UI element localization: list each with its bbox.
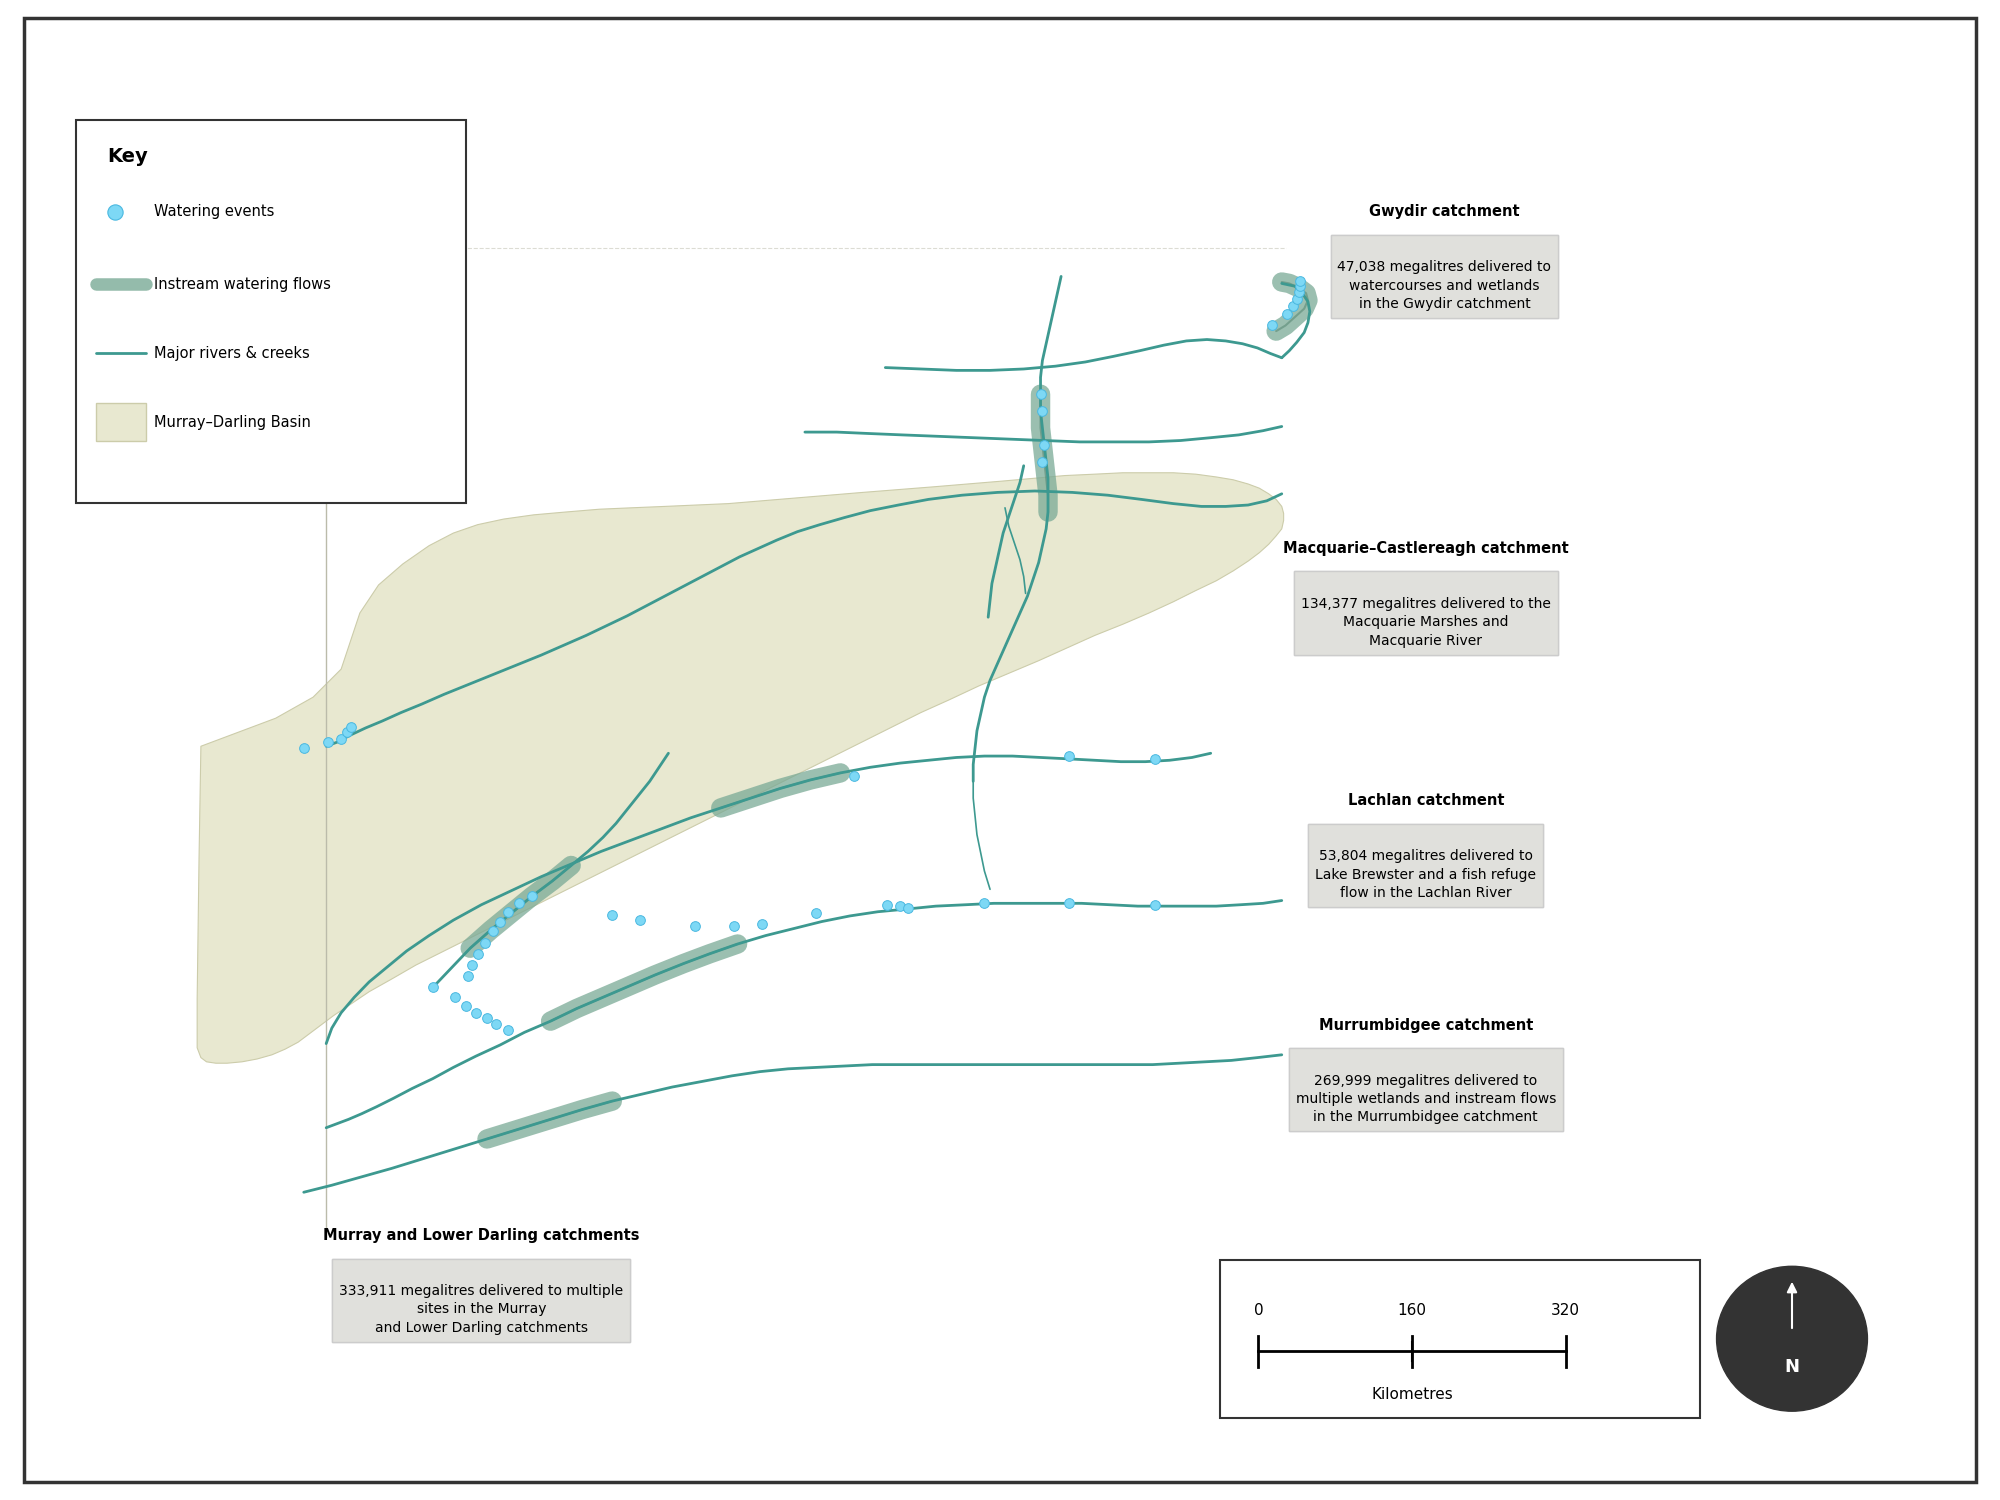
Text: Lachlan catchment
53,804 megalitres delivered to
Lake Brewster and a fish refuge: Lachlan catchment 53,804 megalitres deli… <box>1316 831 1536 900</box>
Text: 134,377 megalitres delivered to the
Macquarie Marshes and
Macquarie River: 134,377 megalitres delivered to the Macq… <box>1300 579 1550 648</box>
Text: Murrumbidgee catchment
269,999 megalitres delivered to
multiple wetlands and ins: Murrumbidgee catchment 269,999 megalitre… <box>1296 1056 1556 1125</box>
Text: 47,038 megalitres delivered to
watercourses and wetlands
in the Gwydir catchment: 47,038 megalitres delivered to watercour… <box>1338 242 1552 310</box>
FancyBboxPatch shape <box>96 404 146 441</box>
Text: Gwydir catchment
47,038 megalitres delivered to
watercourses and wetlands
in the: Gwydir catchment 47,038 megalitres deliv… <box>1338 242 1552 310</box>
Polygon shape <box>198 472 1284 1064</box>
Text: Murray and Lower Darling catchments: Murray and Lower Darling catchments <box>324 1228 640 1244</box>
Text: Murray–Darling Basin: Murray–Darling Basin <box>154 414 310 429</box>
Text: Instream watering flows: Instream watering flows <box>154 278 330 292</box>
Text: Major rivers & creeks: Major rivers & creeks <box>154 346 310 362</box>
Circle shape <box>1716 1266 1868 1412</box>
Text: Murray and Lower Darling catchments
333,911 megalitres delivered to multiple
sit: Murray and Lower Darling catchments 333,… <box>340 1266 624 1335</box>
Text: Kilometres: Kilometres <box>1372 1386 1452 1401</box>
Text: 333,911 megalitres delivered to multiple
sites in the Murray
and Lower Darling c: 333,911 megalitres delivered to multiple… <box>340 1266 624 1335</box>
Text: Murrumbidgee catchment: Murrumbidgee catchment <box>1318 1019 1532 1034</box>
Text: 53,804 megalitres delivered to
Lake Brewster and a fish refuge
flow in the Lachl: 53,804 megalitres delivered to Lake Brew… <box>1316 831 1536 900</box>
Text: Lachlan catchment: Lachlan catchment <box>1348 794 1504 808</box>
Text: 320: 320 <box>1552 1304 1580 1318</box>
Text: 0: 0 <box>1254 1304 1264 1318</box>
Text: 160: 160 <box>1398 1304 1426 1318</box>
FancyBboxPatch shape <box>76 120 466 502</box>
Text: Gwydir catchment: Gwydir catchment <box>1370 204 1520 219</box>
Text: Macquarie–Castlereagh catchment
134,377 megalitres delivered to the
Macquarie Ma: Macquarie–Castlereagh catchment 134,377 … <box>1300 579 1550 648</box>
Text: Key: Key <box>108 147 148 166</box>
Text: Watering events: Watering events <box>154 204 274 219</box>
Text: N: N <box>1784 1358 1800 1376</box>
FancyBboxPatch shape <box>1220 1260 1700 1418</box>
Text: Macquarie–Castlereagh catchment: Macquarie–Castlereagh catchment <box>1282 542 1568 556</box>
Text: 269,999 megalitres delivered to
multiple wetlands and instream flows
in the Murr: 269,999 megalitres delivered to multiple… <box>1296 1056 1556 1125</box>
